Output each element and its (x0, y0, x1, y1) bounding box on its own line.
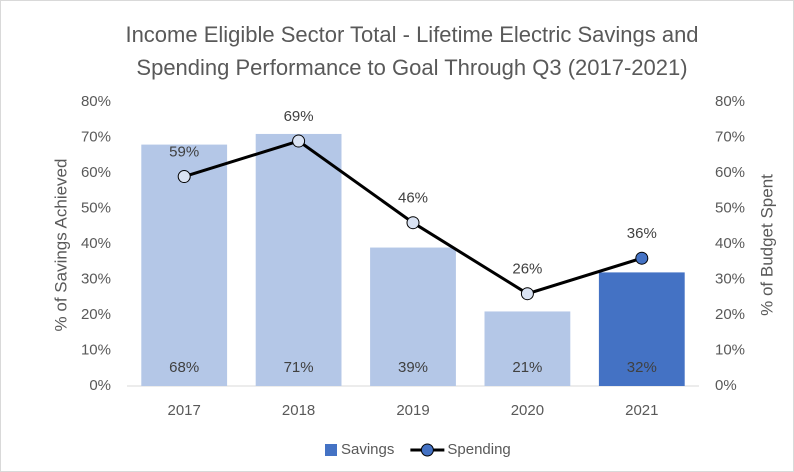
bar (484, 311, 571, 386)
y2-tick-label: 20% (715, 306, 745, 323)
y-tick-label: 30% (81, 270, 111, 287)
x-tick-label: 2021 (625, 402, 658, 419)
bar (598, 272, 685, 386)
line-value-label: 46% (398, 190, 428, 207)
x-tick-label: 2018 (282, 402, 315, 419)
y-tick-label: 0% (89, 377, 111, 394)
line-value-label: 59% (169, 144, 199, 161)
line-value-label: 36% (627, 225, 657, 242)
y2-axis-label: % of Budget Spent (757, 174, 776, 316)
y-tick-label: 60% (81, 164, 111, 181)
legend-label: Savings (341, 441, 394, 458)
y-axis-label: % of Savings Achieved (51, 159, 70, 332)
bar-value-label: 71% (284, 359, 314, 376)
bar (255, 133, 342, 386)
y2-tick-label: 30% (715, 270, 745, 287)
line-marker (292, 134, 306, 148)
x-tick-label: 2017 (168, 402, 201, 419)
legend-swatch (325, 444, 337, 456)
bar-value-label: 32% (627, 359, 657, 376)
y2-tick-label: 60% (715, 164, 745, 181)
y-tick-label: 70% (81, 128, 111, 145)
y-tick-label: 50% (81, 199, 111, 216)
y2-tick-label: 80% (715, 93, 745, 110)
chart-title: Income Eligible Sector Total - Lifetime … (125, 22, 699, 80)
y2-tick-label: 0% (715, 377, 737, 394)
bar-value-label: 21% (512, 359, 542, 376)
legend-marker (420, 443, 434, 457)
line-marker (177, 170, 191, 184)
line-marker (520, 287, 534, 301)
bar-value-label: 39% (398, 359, 428, 376)
y2-tick-label: 10% (715, 341, 745, 358)
bar-value-label: 68% (169, 359, 199, 376)
y-tick-label: 40% (81, 235, 111, 252)
y-tick-label: 80% (81, 93, 111, 110)
y2-tick-label: 70% (715, 128, 745, 145)
y-tick-label: 20% (81, 306, 111, 323)
bar (370, 247, 456, 386)
x-tick-label: 2020 (511, 402, 544, 419)
legend-label: Spending (447, 441, 510, 458)
bar (141, 144, 228, 386)
x-tick-label: 2019 (396, 402, 429, 419)
y-tick-label: 10% (81, 341, 111, 358)
line-marker (406, 216, 420, 230)
y2-tick-label: 40% (715, 235, 745, 252)
line-value-label: 26% (512, 261, 542, 278)
line-marker (635, 251, 649, 265)
line-value-label: 69% (284, 108, 314, 125)
y2-tick-label: 50% (715, 199, 745, 216)
